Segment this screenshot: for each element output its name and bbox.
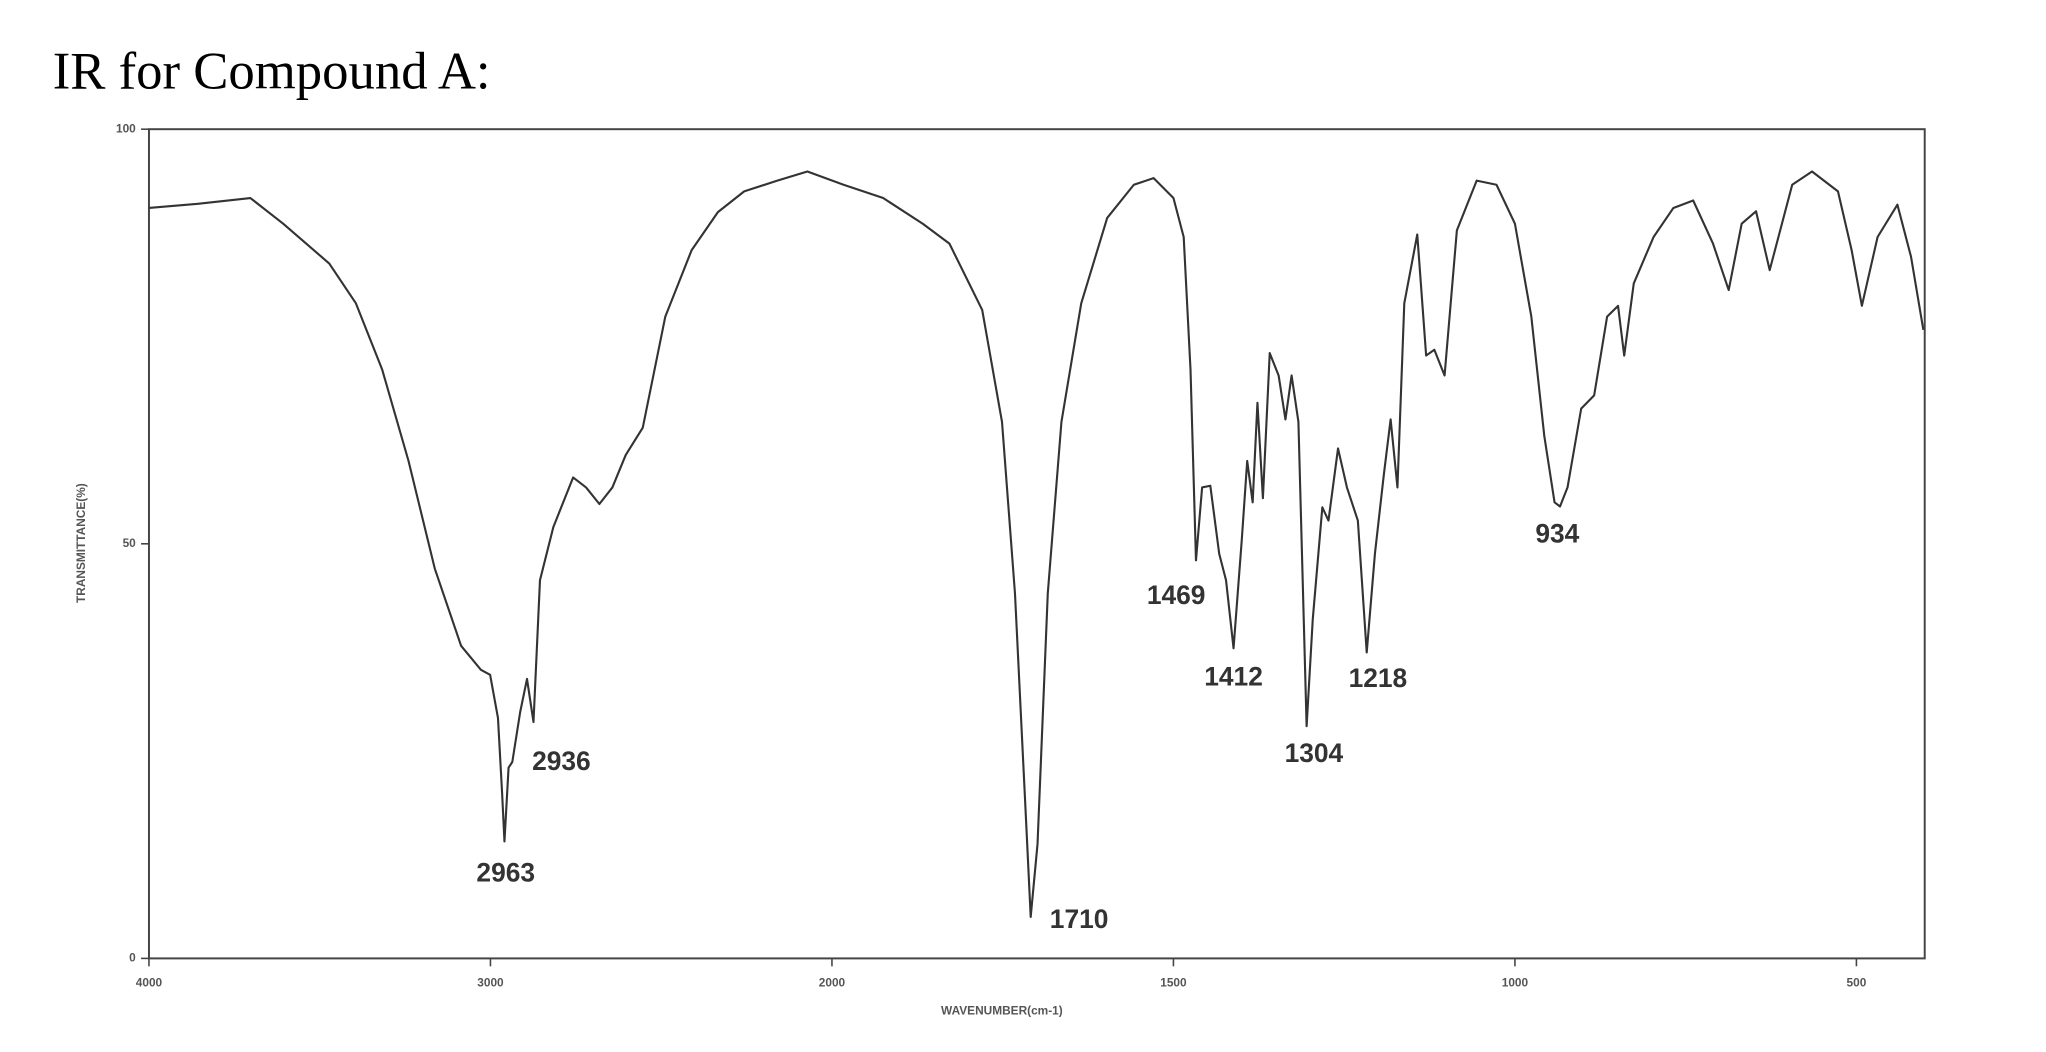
x-tick-label: 1000 [1502,976,1529,990]
x-tick-label: 4000 [136,976,163,990]
spectrum-line [148,170,1925,918]
x-tick-label: 500 [1847,976,1867,990]
y-tick-label: 100 [116,121,136,135]
peak-label: 1710 [1050,904,1109,934]
peak-label: 1412 [1204,662,1263,692]
y-tick-label: 50 [123,536,137,550]
chart-title: IR for Compound A: [53,43,491,101]
peak-label: 1304 [1285,738,1344,768]
x-tick-label: 3000 [477,976,504,990]
peak-label: 1469 [1147,580,1206,610]
peak-label: 1218 [1349,663,1408,693]
y-axis-label: TRANSMITTANCE(%) [74,483,88,603]
x-tick-label: 1500 [1160,976,1187,990]
peak-label: 934 [1535,518,1579,548]
peak-label: 2936 [532,746,591,776]
peak-label: 2963 [476,857,535,887]
x-axis-label: WAVENUMBER(cm-1) [941,1003,1063,1017]
plot-frame [147,128,1926,960]
y-tick-label: 0 [129,951,136,965]
x-tick-label: 2000 [819,976,846,990]
